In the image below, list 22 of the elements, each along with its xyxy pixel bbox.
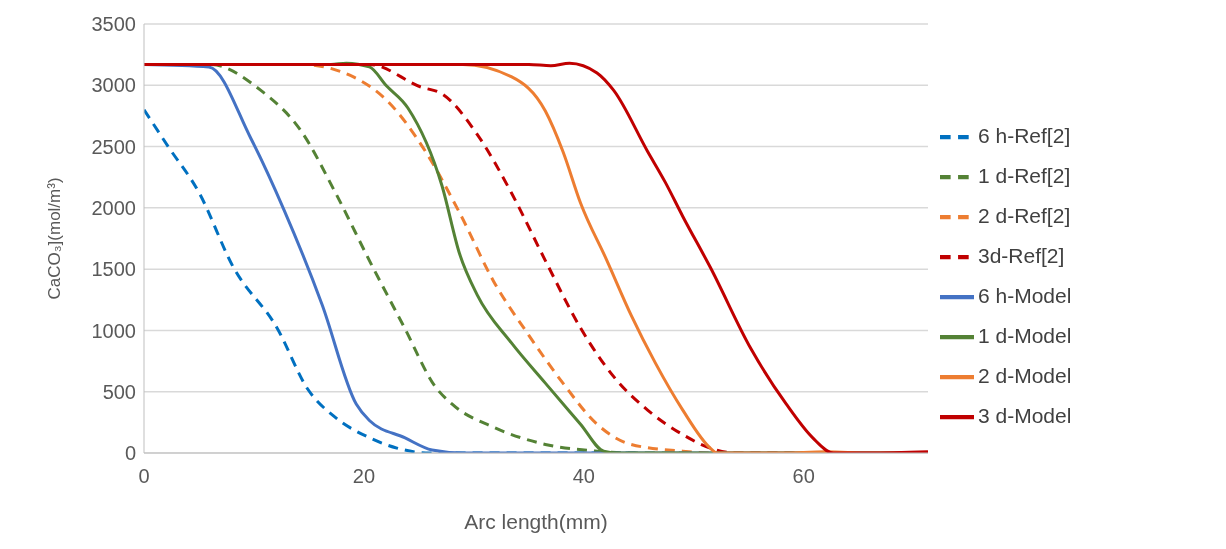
y-tick-label: 3500 bbox=[91, 13, 136, 36]
y-tick-label: 3000 bbox=[91, 74, 136, 97]
y-tick-label: 500 bbox=[102, 380, 136, 403]
x-tick-label: 20 bbox=[352, 465, 376, 488]
legend-label: 6 h-Model bbox=[978, 283, 1072, 307]
y-tick-label: 0 bbox=[124, 442, 136, 465]
y-axis-title: CaCO₃](mol/m³) bbox=[45, 177, 64, 300]
x-tick-label: 60 bbox=[792, 465, 815, 488]
legend-label: 3d-Ref[2] bbox=[978, 243, 1065, 267]
legend-label: 3 d-Model bbox=[978, 403, 1072, 427]
y-tick-label: 2500 bbox=[91, 135, 136, 158]
legend-label: 1 d-Ref[2] bbox=[978, 163, 1071, 187]
y-tick-label: 1500 bbox=[91, 258, 136, 281]
x-tick-label: 0 bbox=[138, 465, 150, 488]
legend-label: 1 d-Model bbox=[978, 323, 1072, 347]
legend-label: 2 d-Ref[2] bbox=[978, 203, 1071, 227]
y-tick-label: 1000 bbox=[91, 319, 136, 342]
legend-label: 2 d-Model bbox=[978, 363, 1072, 387]
x-axis-title: Arc length(mm) bbox=[464, 510, 608, 533]
y-tick-label: 2000 bbox=[91, 196, 136, 219]
legend-label: 6 h-Ref[2] bbox=[978, 123, 1071, 147]
x-tick-label: 40 bbox=[572, 465, 595, 488]
